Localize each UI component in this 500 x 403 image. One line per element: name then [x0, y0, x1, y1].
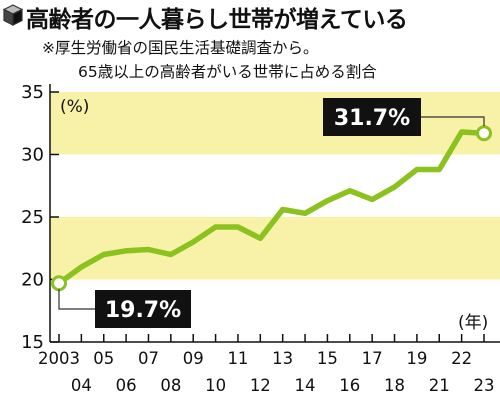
x-tick-label: 17 — [362, 349, 383, 368]
chart-title: 高齢者の一人暮らし世帯が増えている — [26, 7, 408, 33]
y-tick-label: 20 — [21, 270, 44, 291]
y-tick-label: 30 — [21, 145, 44, 166]
y-axis-unit: (%) — [60, 97, 89, 117]
x-tick-label: 09 — [183, 349, 204, 368]
source-note: ※厚生労働省の国民生活基礎調査から。 — [42, 39, 319, 57]
x-tick-label: 15 — [317, 349, 338, 368]
x-tick-label: 05 — [93, 349, 114, 368]
data-point — [214, 225, 218, 229]
x-tick-label: 18 — [384, 376, 405, 395]
callout-label: 31.7% — [334, 106, 410, 131]
callout-leader — [58, 289, 95, 310]
x-tick-label: 10 — [205, 376, 226, 395]
data-point — [393, 185, 397, 189]
x-tick-label: 21 — [429, 376, 450, 395]
y-tick-label: 35 — [21, 82, 44, 103]
data-point — [124, 249, 128, 253]
data-point — [191, 240, 195, 244]
data-point — [437, 168, 441, 171]
data-point — [348, 189, 352, 193]
callout-leader — [421, 116, 485, 127]
data-point — [79, 265, 83, 269]
x-tick-label: 04 — [71, 376, 92, 395]
data-point — [370, 198, 374, 201]
callout-box — [95, 290, 191, 328]
endpoint-marker — [476, 125, 492, 142]
y-tick-label: 25 — [21, 207, 44, 228]
chart-subtitle: 65歳以上の高齢者がいる世帯に占める割合 — [78, 63, 377, 81]
x-tick-label: 14 — [295, 376, 316, 395]
data-point — [169, 253, 173, 256]
series-line — [56, 129, 487, 287]
callout-label: 19.7% — [105, 298, 181, 323]
x-tick-label: 08 — [160, 376, 181, 395]
x-tick-label: 06 — [116, 376, 137, 395]
data-point — [236, 225, 240, 229]
data-point — [281, 208, 285, 211]
x-tick-label: 22 — [451, 349, 472, 368]
data-point — [102, 253, 106, 256]
y-tick-label: 15 — [21, 332, 44, 353]
callout-box — [323, 98, 421, 136]
x-tick-label: 11 — [227, 349, 248, 368]
data-point — [303, 211, 307, 215]
x-tick-label: 23 — [474, 376, 495, 395]
x-tick-label: 2003 — [38, 349, 80, 368]
x-tick-label: 12 — [250, 376, 271, 395]
endpoint-marker — [51, 275, 67, 292]
x-tick-label: 07 — [138, 349, 159, 368]
data-point — [325, 199, 329, 203]
x-tick-label: 13 — [272, 349, 293, 368]
x-tick-label: 16 — [339, 376, 360, 395]
x-axis-unit: (年) — [458, 313, 488, 333]
shaded-band-1 — [50, 92, 500, 155]
cube-icon — [3, 4, 23, 26]
shaded-band-0 — [50, 217, 500, 280]
data-point — [460, 130, 464, 134]
data-point — [146, 248, 150, 251]
data-point — [258, 236, 262, 240]
x-tick-label: 19 — [406, 349, 427, 368]
data-point — [415, 168, 419, 171]
